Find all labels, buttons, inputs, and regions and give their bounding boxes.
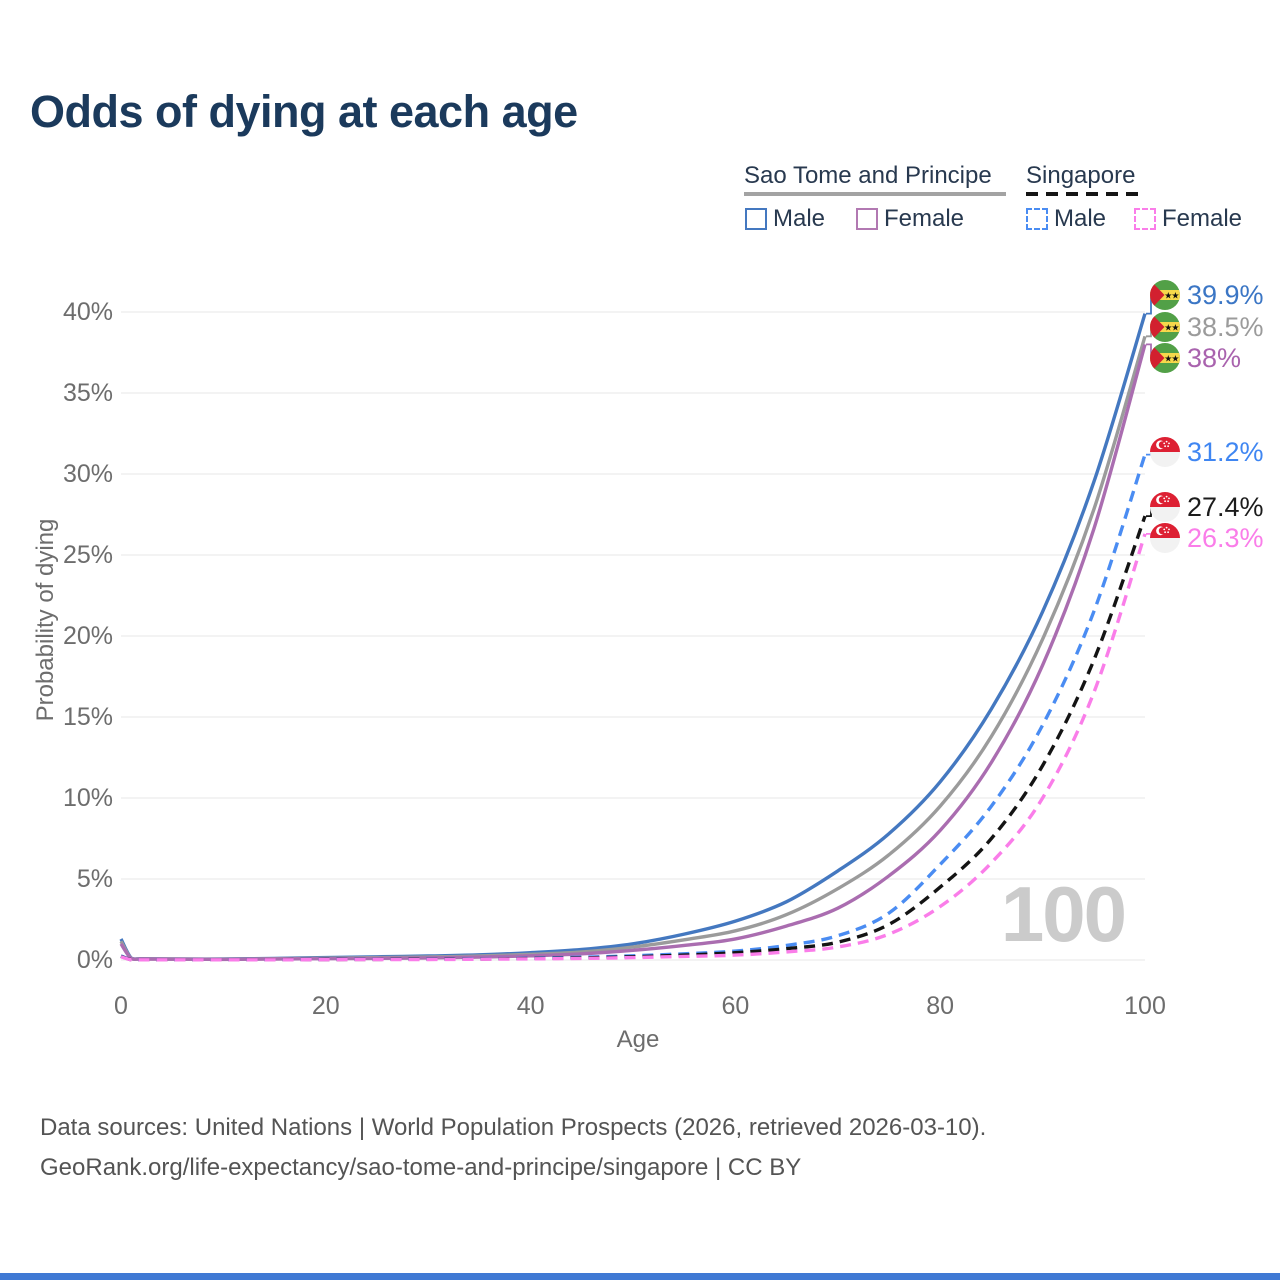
singapore-flag-icon — [1150, 492, 1180, 522]
legend-item-label: Female — [1162, 205, 1243, 232]
svg-text:★: ★ — [1164, 355, 1172, 365]
svg-text:★: ★ — [1171, 292, 1179, 302]
legend-swatch — [1026, 208, 1048, 230]
age-counter-watermark: 100 — [1000, 870, 1127, 958]
footer-url: GeoRank.org/life-expectancy/sao-tome-and… — [40, 1154, 802, 1181]
series-line-6 — [120, 533, 1147, 962]
legend-swatch — [856, 208, 878, 230]
sao-tome-flag-icon: ★ ★ — [1150, 343, 1180, 373]
x-tick-label: 0 — [114, 992, 128, 1020]
footer-data-sources: Data sources: United Nations | World Pop… — [40, 1114, 987, 1141]
series-line-2 — [119, 335, 1147, 961]
legend-swatch — [745, 208, 767, 230]
x-tick-label: 20 — [311, 992, 340, 1020]
legend-item-stp-female[interactable]: Female — [856, 204, 964, 234]
y-tick-label: 10% — [62, 784, 113, 812]
y-tick-label: 35% — [62, 379, 113, 407]
end-label-value: 39.9% — [1187, 279, 1264, 310]
svg-text:★: ★ — [1164, 292, 1172, 302]
legend-item-stp-male[interactable]: Male — [745, 204, 825, 234]
x-tick-label: 80 — [926, 992, 955, 1020]
legend-group-label: Sao Tome and Principe — [744, 162, 992, 189]
x-axis-title: Age — [616, 1026, 660, 1053]
end-label-value: 26.3% — [1187, 522, 1264, 553]
end-label-value: 38% — [1187, 342, 1242, 373]
legend-group-singapore[interactable]: Singapore — [1026, 163, 1144, 196]
y-axis-title: Probability of dying — [32, 518, 59, 722]
page-title: Odds of dying at each age — [30, 86, 578, 137]
legend-item-label: Male — [1054, 205, 1107, 232]
legend-line-sample-solid — [744, 192, 1006, 196]
end-label-sgp-male: 31.2% — [1150, 436, 1264, 468]
singapore-flag-icon — [1150, 523, 1180, 553]
end-label-value: 38.5% — [1187, 311, 1264, 342]
legend-item-label: Male — [773, 205, 826, 232]
y-tick-label: 40% — [62, 298, 113, 326]
legend-group-label: Singapore — [1026, 162, 1136, 189]
sao-tome-flag-icon: ★ ★ — [1150, 280, 1180, 310]
legend-item-sgp-female[interactable]: Female — [1134, 204, 1242, 234]
end-label-value: 27.4% — [1187, 491, 1264, 522]
x-tick-label: 60 — [721, 992, 750, 1020]
end-label-value: 31.2% — [1187, 436, 1264, 467]
end-label-stp-female: ★ ★ 38% — [1150, 342, 1241, 374]
x-tick-label: 40 — [516, 992, 545, 1020]
legend-line-sample-dashed — [1026, 192, 1144, 196]
legend-item-sgp-male[interactable]: Male — [1026, 204, 1106, 234]
svg-text:★: ★ — [1164, 324, 1172, 334]
svg-text:★: ★ — [1171, 324, 1179, 334]
series-line-3 — [119, 343, 1147, 962]
bottom-accent-bar — [0, 1273, 1280, 1280]
y-tick-label: 0% — [76, 946, 113, 974]
y-tick-label: 15% — [62, 703, 113, 731]
end-label-sgp-female: 26.3% — [1150, 522, 1264, 554]
legend-item-label: Female — [884, 205, 965, 232]
sao-tome-flag-icon: ★ ★ — [1150, 312, 1180, 342]
y-tick-label: 5% — [76, 865, 113, 893]
legend-group-sao-tome-and-principe[interactable]: Sao Tome and Principe — [744, 163, 1006, 196]
y-tick-label: 20% — [62, 622, 113, 650]
x-tick-label: 100 — [1124, 992, 1166, 1020]
footer: Data sources: United Nations | World Pop… — [40, 1108, 986, 1188]
y-tick-label: 30% — [62, 460, 113, 488]
singapore-flag-icon — [1150, 437, 1180, 467]
legend-swatch — [1134, 208, 1156, 230]
end-label-stp-male: ★ ★ 39.9% — [1150, 279, 1264, 311]
y-tick-label: 25% — [62, 541, 113, 569]
svg-text:★: ★ — [1171, 355, 1179, 365]
end-label-sgp-both: 27.4% — [1150, 491, 1264, 523]
end-label-stp-both: ★ ★ 38.5% — [1150, 311, 1264, 343]
